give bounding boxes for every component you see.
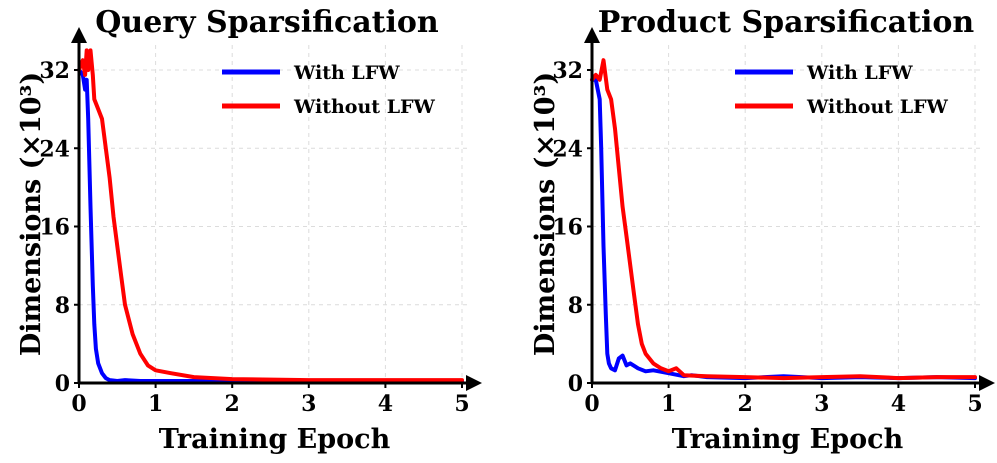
legend: With LFW Without LFW <box>735 62 949 118</box>
x-tick-label: 2 <box>225 391 240 417</box>
y-axis-label: Dimensions (×10³) <box>530 72 561 356</box>
x-tick-label: 1 <box>148 391 163 417</box>
y-tick-label: 0 <box>568 371 583 397</box>
legend: With LFW Without LFW <box>222 62 436 118</box>
y-tick-label: 32 <box>39 58 70 84</box>
y-tick-label: 8 <box>568 293 583 319</box>
legend-label: With LFW <box>293 62 400 84</box>
series-line-without-lfw <box>77 48 464 383</box>
y-tick-label: 16 <box>39 215 70 241</box>
y-tick-label: 24 <box>39 136 70 162</box>
x-axis-label: Training Epoch <box>159 424 391 455</box>
chart-panel-2: 0 1 2 3 4 5 0 8 16 24 32 Product Sparsification Trai… <box>530 5 995 455</box>
x-tick-label: 0 <box>584 391 599 417</box>
chart-panel-1: 0 1 2 3 4 5 0 8 16 24 32 Query Sparsification Traini… <box>16 5 482 455</box>
legend-label: With LFW <box>806 62 913 84</box>
x-tick-label: 3 <box>301 391 316 417</box>
y-tick-label: 32 <box>552 58 583 84</box>
y-axis-label: Dimensions (×10³) <box>16 72 47 356</box>
x-tick-label: 4 <box>891 391 906 417</box>
y-axis-arrow <box>584 27 600 43</box>
y-tick-label: 0 <box>55 371 70 397</box>
chart-title: Product Sparsification <box>598 5 975 40</box>
chart-title: Query Sparsification <box>95 5 439 40</box>
x-tick-label: 1 <box>661 391 676 417</box>
series-line-with-lfw <box>590 77 977 381</box>
series-line-without-lfw <box>590 58 977 381</box>
y-tick-label: 24 <box>552 136 583 162</box>
x-tick-label: 3 <box>814 391 829 417</box>
x-tick-label: 2 <box>738 391 753 417</box>
x-tick-label: 0 <box>71 391 86 417</box>
legend-label: Without LFW <box>806 96 949 118</box>
x-tick-label: 5 <box>967 391 982 417</box>
x-axis-arrow <box>979 375 995 391</box>
x-tick-label: 5 <box>454 391 469 417</box>
y-tick-label: 8 <box>55 293 70 319</box>
series-line-with-lfw <box>77 68 464 383</box>
legend-label: Without LFW <box>293 96 436 118</box>
x-tick-label: 4 <box>378 391 393 417</box>
x-axis-arrow <box>466 375 482 391</box>
y-axis-arrow <box>71 27 87 43</box>
x-axis-label: Training Epoch <box>672 424 904 455</box>
y-tick-label: 16 <box>552 215 583 241</box>
